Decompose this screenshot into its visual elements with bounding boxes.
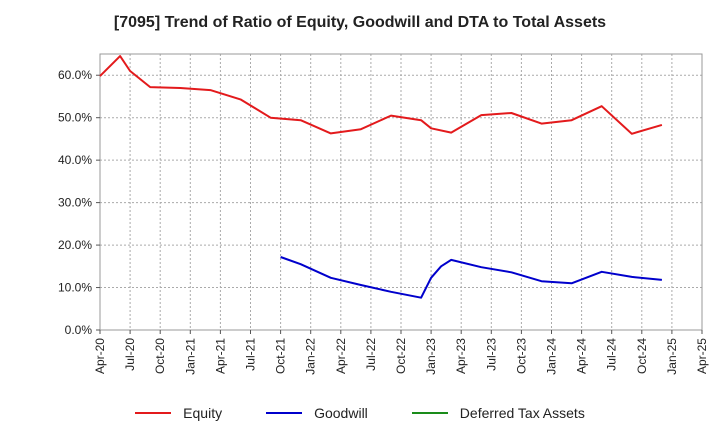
x-tick-label: Apr-23 bbox=[454, 338, 468, 374]
x-tick-label: Jan-23 bbox=[424, 338, 438, 375]
legend-label: Equity bbox=[183, 405, 223, 421]
legend-item-equity: Equity bbox=[135, 405, 222, 421]
y-tick-label: 60.0% bbox=[58, 68, 92, 82]
legend-swatch bbox=[266, 412, 303, 414]
x-tick-label: Jan-25 bbox=[665, 338, 679, 375]
y-tick-label: 10.0% bbox=[58, 281, 92, 295]
x-tick-label: Jul-23 bbox=[484, 338, 498, 371]
y-tick-label: 40.0% bbox=[58, 153, 92, 167]
y-tick-label: 0.0% bbox=[65, 323, 93, 337]
series-line-goodwill bbox=[280, 256, 662, 299]
legend-swatch bbox=[411, 412, 448, 414]
y-tick-label: 20.0% bbox=[58, 238, 92, 252]
chart-title: [7095] Trend of Ratio of Equity, Goodwil… bbox=[113, 14, 607, 31]
x-tick-label: Jul-22 bbox=[364, 338, 378, 371]
y-tick-label: 50.0% bbox=[58, 111, 92, 125]
x-tick-label: Apr-22 bbox=[334, 338, 348, 374]
series-line-equity bbox=[99, 55, 663, 135]
x-tick-label: Jan-21 bbox=[183, 338, 197, 375]
x-tick-label: Jul-24 bbox=[605, 338, 619, 371]
x-tick-label: Apr-20 bbox=[93, 338, 107, 374]
legend-item-deferred-tax-assets: Deferred Tax Assets bbox=[411, 405, 585, 421]
legend-item-goodwill: Goodwill bbox=[266, 405, 368, 421]
legend-label: Goodwill bbox=[314, 405, 368, 421]
legend-swatch bbox=[135, 412, 172, 414]
x-tick-label: Oct-24 bbox=[635, 338, 649, 374]
x-tick-label: Jul-20 bbox=[123, 338, 137, 371]
legend-label: Deferred Tax Assets bbox=[459, 405, 585, 421]
x-tick-label: Apr-21 bbox=[213, 338, 227, 374]
x-tick-label: Oct-20 bbox=[153, 338, 167, 374]
x-tick-label: Jan-22 bbox=[304, 338, 318, 375]
legend: Equity Goodwill Deferred Tax Assets bbox=[0, 405, 720, 421]
x-tick-label: Jan-24 bbox=[545, 338, 559, 375]
x-tick-label: Oct-23 bbox=[514, 338, 528, 374]
x-tick-label: Apr-24 bbox=[575, 338, 589, 374]
x-tick-label: Apr-25 bbox=[695, 338, 709, 374]
y-tick-label: 30.0% bbox=[58, 196, 92, 210]
x-tick-label: Oct-22 bbox=[394, 338, 408, 374]
x-tick-label: Jul-21 bbox=[244, 338, 258, 371]
x-tick-label: Oct-21 bbox=[274, 338, 288, 374]
